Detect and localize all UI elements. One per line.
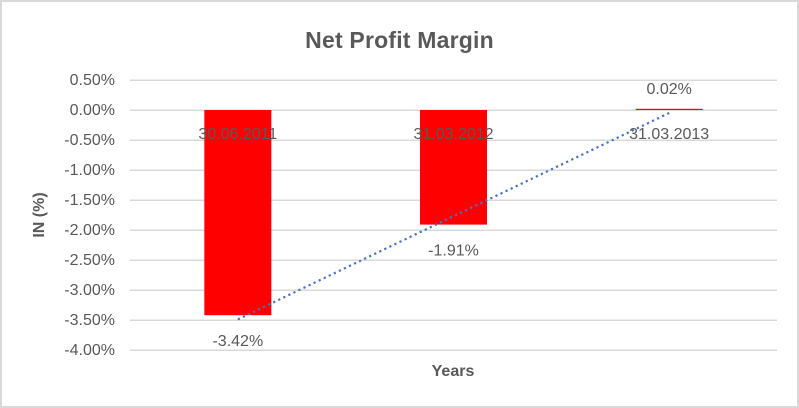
y-tick-label: 0.50% [70, 72, 115, 89]
y-tick-label: -4.00% [64, 342, 115, 359]
chart-title: Net Profit Margin [305, 27, 494, 53]
category-label: 30.06.2011 [198, 126, 277, 143]
data-label: 0.02% [646, 81, 691, 98]
bar-series-point[interactable] [635, 108, 703, 110]
y-tick-label: -3.00% [64, 282, 115, 299]
y-tick-label: -1.50% [64, 192, 115, 209]
y-tick-label: 0.00% [70, 102, 115, 119]
y-tick-label: -2.50% [64, 252, 115, 269]
y-tick-label: -2.00% [64, 222, 115, 239]
x-axis-title: Years [431, 363, 475, 380]
category-label: 31.03.2012 [413, 126, 493, 143]
y-tick-label: -0.50% [64, 132, 115, 149]
data-label: -3.42% [212, 333, 263, 350]
trendline[interactable] [237, 112, 670, 321]
y-tick-label: -1.00% [64, 162, 115, 179]
bar-series-point[interactable] [204, 110, 272, 316]
data-label: -1.91% [428, 243, 479, 260]
y-tick-label: -3.50% [64, 312, 115, 329]
category-label: 31.03.2013 [629, 126, 709, 143]
